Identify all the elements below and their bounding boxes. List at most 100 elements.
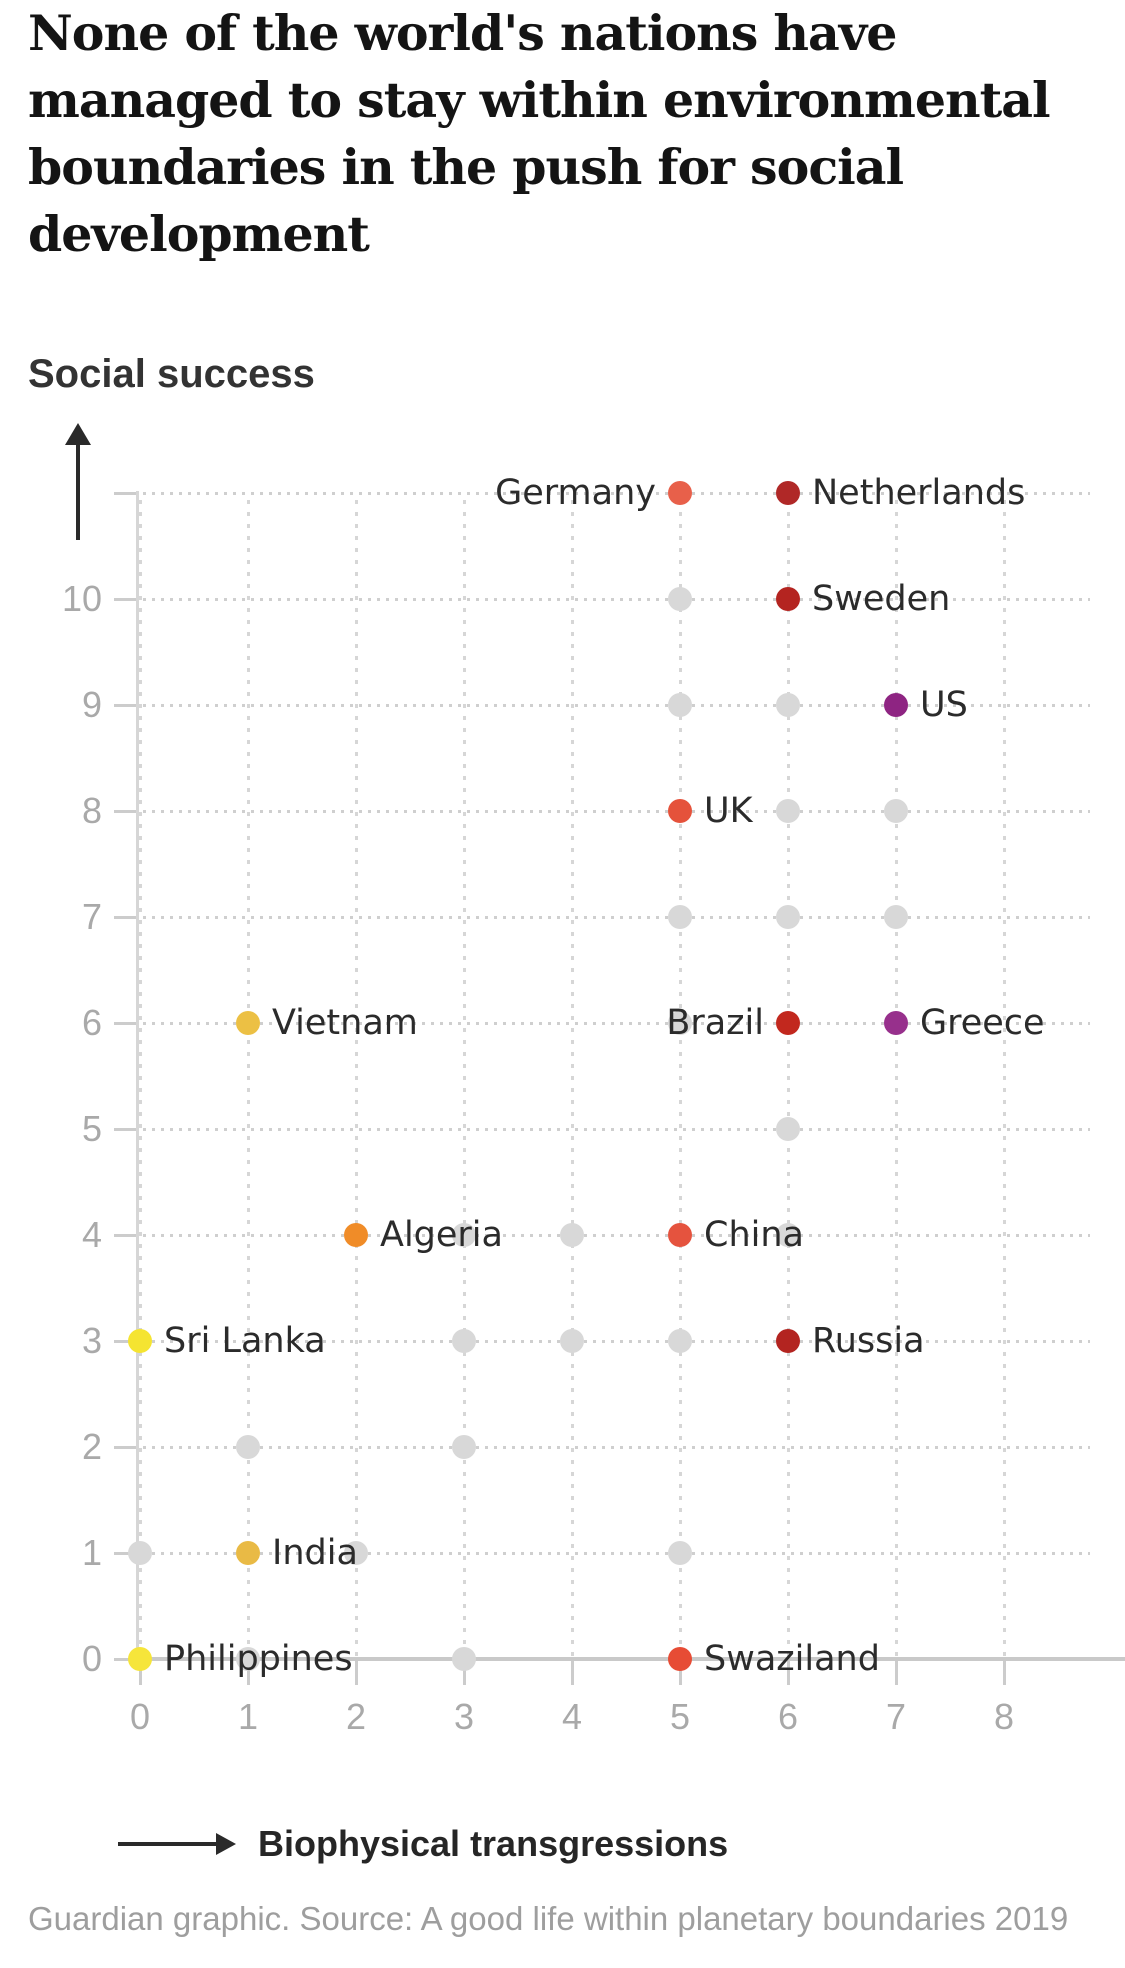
y-tick-mark — [114, 704, 137, 707]
y-tick-mark — [114, 1552, 137, 1555]
data-point-greece — [884, 1011, 908, 1035]
country-label-us: US — [920, 685, 968, 725]
data-point-philippines — [128, 1647, 152, 1671]
country-label-india: India — [272, 1533, 358, 1573]
data-point-unlabeled — [776, 905, 800, 929]
v-gridline — [355, 500, 358, 1657]
data-point-germany — [668, 481, 692, 505]
y-axis-line — [136, 491, 139, 1661]
y-tick-mark — [114, 1022, 137, 1025]
x-tick-mark — [571, 1661, 574, 1685]
x-tick-mark — [1003, 1661, 1006, 1685]
data-point-unlabeled — [668, 1329, 692, 1353]
country-label-uk: UK — [704, 791, 753, 831]
data-point-swaziland — [668, 1647, 692, 1671]
country-label-sri-lanka: Sri Lanka — [164, 1321, 326, 1361]
data-point-unlabeled — [452, 1647, 476, 1671]
country-label-netherlands: Netherlands — [812, 473, 1026, 513]
data-point-algeria — [344, 1223, 368, 1247]
data-point-unlabeled — [776, 799, 800, 823]
data-point-unlabeled — [452, 1435, 476, 1459]
data-point-unlabeled — [668, 587, 692, 611]
data-point-unlabeled — [560, 1329, 584, 1353]
y-tick-label: 5 — [81, 1108, 102, 1149]
x-axis-arrow-head-icon — [216, 1833, 236, 1855]
data-point-unlabeled — [236, 1435, 260, 1459]
data-point-unlabeled — [668, 1011, 692, 1035]
x-tick-label: 1 — [237, 1696, 259, 1737]
h-gridline — [143, 916, 1090, 919]
v-gridline — [787, 500, 790, 1657]
country-label-philippines: Philippines — [164, 1639, 353, 1679]
x-tick-label: 8 — [993, 1696, 1015, 1737]
h-gridline — [143, 810, 1090, 813]
data-point-unlabeled — [344, 1541, 368, 1565]
country-label-greece: Greece — [920, 1003, 1045, 1043]
data-point-netherlands — [776, 481, 800, 505]
source-credit: Guardian graphic. Source: A good life wi… — [28, 1900, 1069, 1937]
country-label-china: China — [704, 1215, 804, 1255]
h-gridline — [143, 1552, 1090, 1555]
data-point-uk — [668, 799, 692, 823]
data-point-unlabeled — [452, 1223, 476, 1247]
country-label-sweden: Sweden — [812, 579, 951, 619]
country-label-vietnam: Vietnam — [272, 1003, 418, 1043]
y-axis-arrow-head-icon — [65, 423, 91, 445]
v-gridline — [139, 500, 142, 1657]
x-axis-line — [140, 1657, 1125, 1661]
x-tick-label: 3 — [453, 1696, 475, 1737]
h-gridline — [143, 492, 1090, 495]
y-tick-mark — [114, 810, 137, 813]
y-tick-label: 1 — [81, 1532, 102, 1573]
h-gridline — [143, 1234, 1090, 1237]
y-tick-label: 7 — [81, 896, 102, 937]
country-label-swaziland: Swaziland — [704, 1639, 880, 1679]
y-tick-label: 2 — [81, 1426, 102, 1467]
data-point-india — [236, 1541, 260, 1565]
data-point-unlabeled — [236, 1647, 260, 1671]
data-point-russia — [776, 1329, 800, 1353]
data-point-unlabeled — [776, 693, 800, 717]
v-gridline — [571, 500, 574, 1657]
x-tick-mark — [679, 1661, 682, 1685]
x-tick-mark — [247, 1661, 250, 1685]
y-tick-mark — [114, 492, 137, 495]
v-gridline — [679, 500, 682, 1657]
x-tick-label: 0 — [129, 1696, 151, 1737]
h-gridline — [143, 598, 1090, 601]
v-gridline — [463, 500, 466, 1657]
v-gridline — [895, 500, 898, 1657]
h-gridline — [143, 1340, 1090, 1343]
country-label-brazil: Brazil — [666, 1003, 764, 1043]
data-point-unlabeled — [884, 799, 908, 823]
y-tick-label: 6 — [81, 1002, 102, 1043]
x-tick-label: 4 — [561, 1696, 583, 1737]
x-tick-label: 6 — [777, 1696, 799, 1737]
y-tick-label: 9 — [81, 684, 102, 725]
data-point-unlabeled — [668, 1541, 692, 1565]
y-tick-mark — [114, 598, 137, 601]
data-point-unlabeled — [668, 905, 692, 929]
data-point-unlabeled — [776, 1117, 800, 1141]
y-tick-label: 10 — [61, 578, 102, 619]
data-point-vietnam — [236, 1011, 260, 1035]
country-label-germany: Germany — [495, 473, 656, 513]
y-tick-label: 3 — [81, 1320, 102, 1361]
data-point-unlabeled — [668, 693, 692, 717]
data-point-unlabeled — [776, 1223, 800, 1247]
x-tick-label: 2 — [345, 1696, 367, 1737]
y-tick-mark — [114, 1340, 137, 1343]
data-point-sweden — [776, 587, 800, 611]
x-tick-mark — [139, 1661, 142, 1685]
x-tick-mark — [463, 1661, 466, 1685]
x-tick-label: 7 — [885, 1696, 907, 1737]
x-tick-mark — [355, 1661, 358, 1685]
data-point-unlabeled — [128, 1541, 152, 1565]
x-axis-title: Biophysical transgressions — [258, 1823, 729, 1864]
y-tick-mark — [114, 1234, 137, 1237]
data-point-unlabeled — [560, 1223, 584, 1247]
y-tick-label: 8 — [81, 790, 102, 831]
data-point-unlabeled — [452, 1329, 476, 1353]
x-tick-mark — [787, 1661, 790, 1685]
